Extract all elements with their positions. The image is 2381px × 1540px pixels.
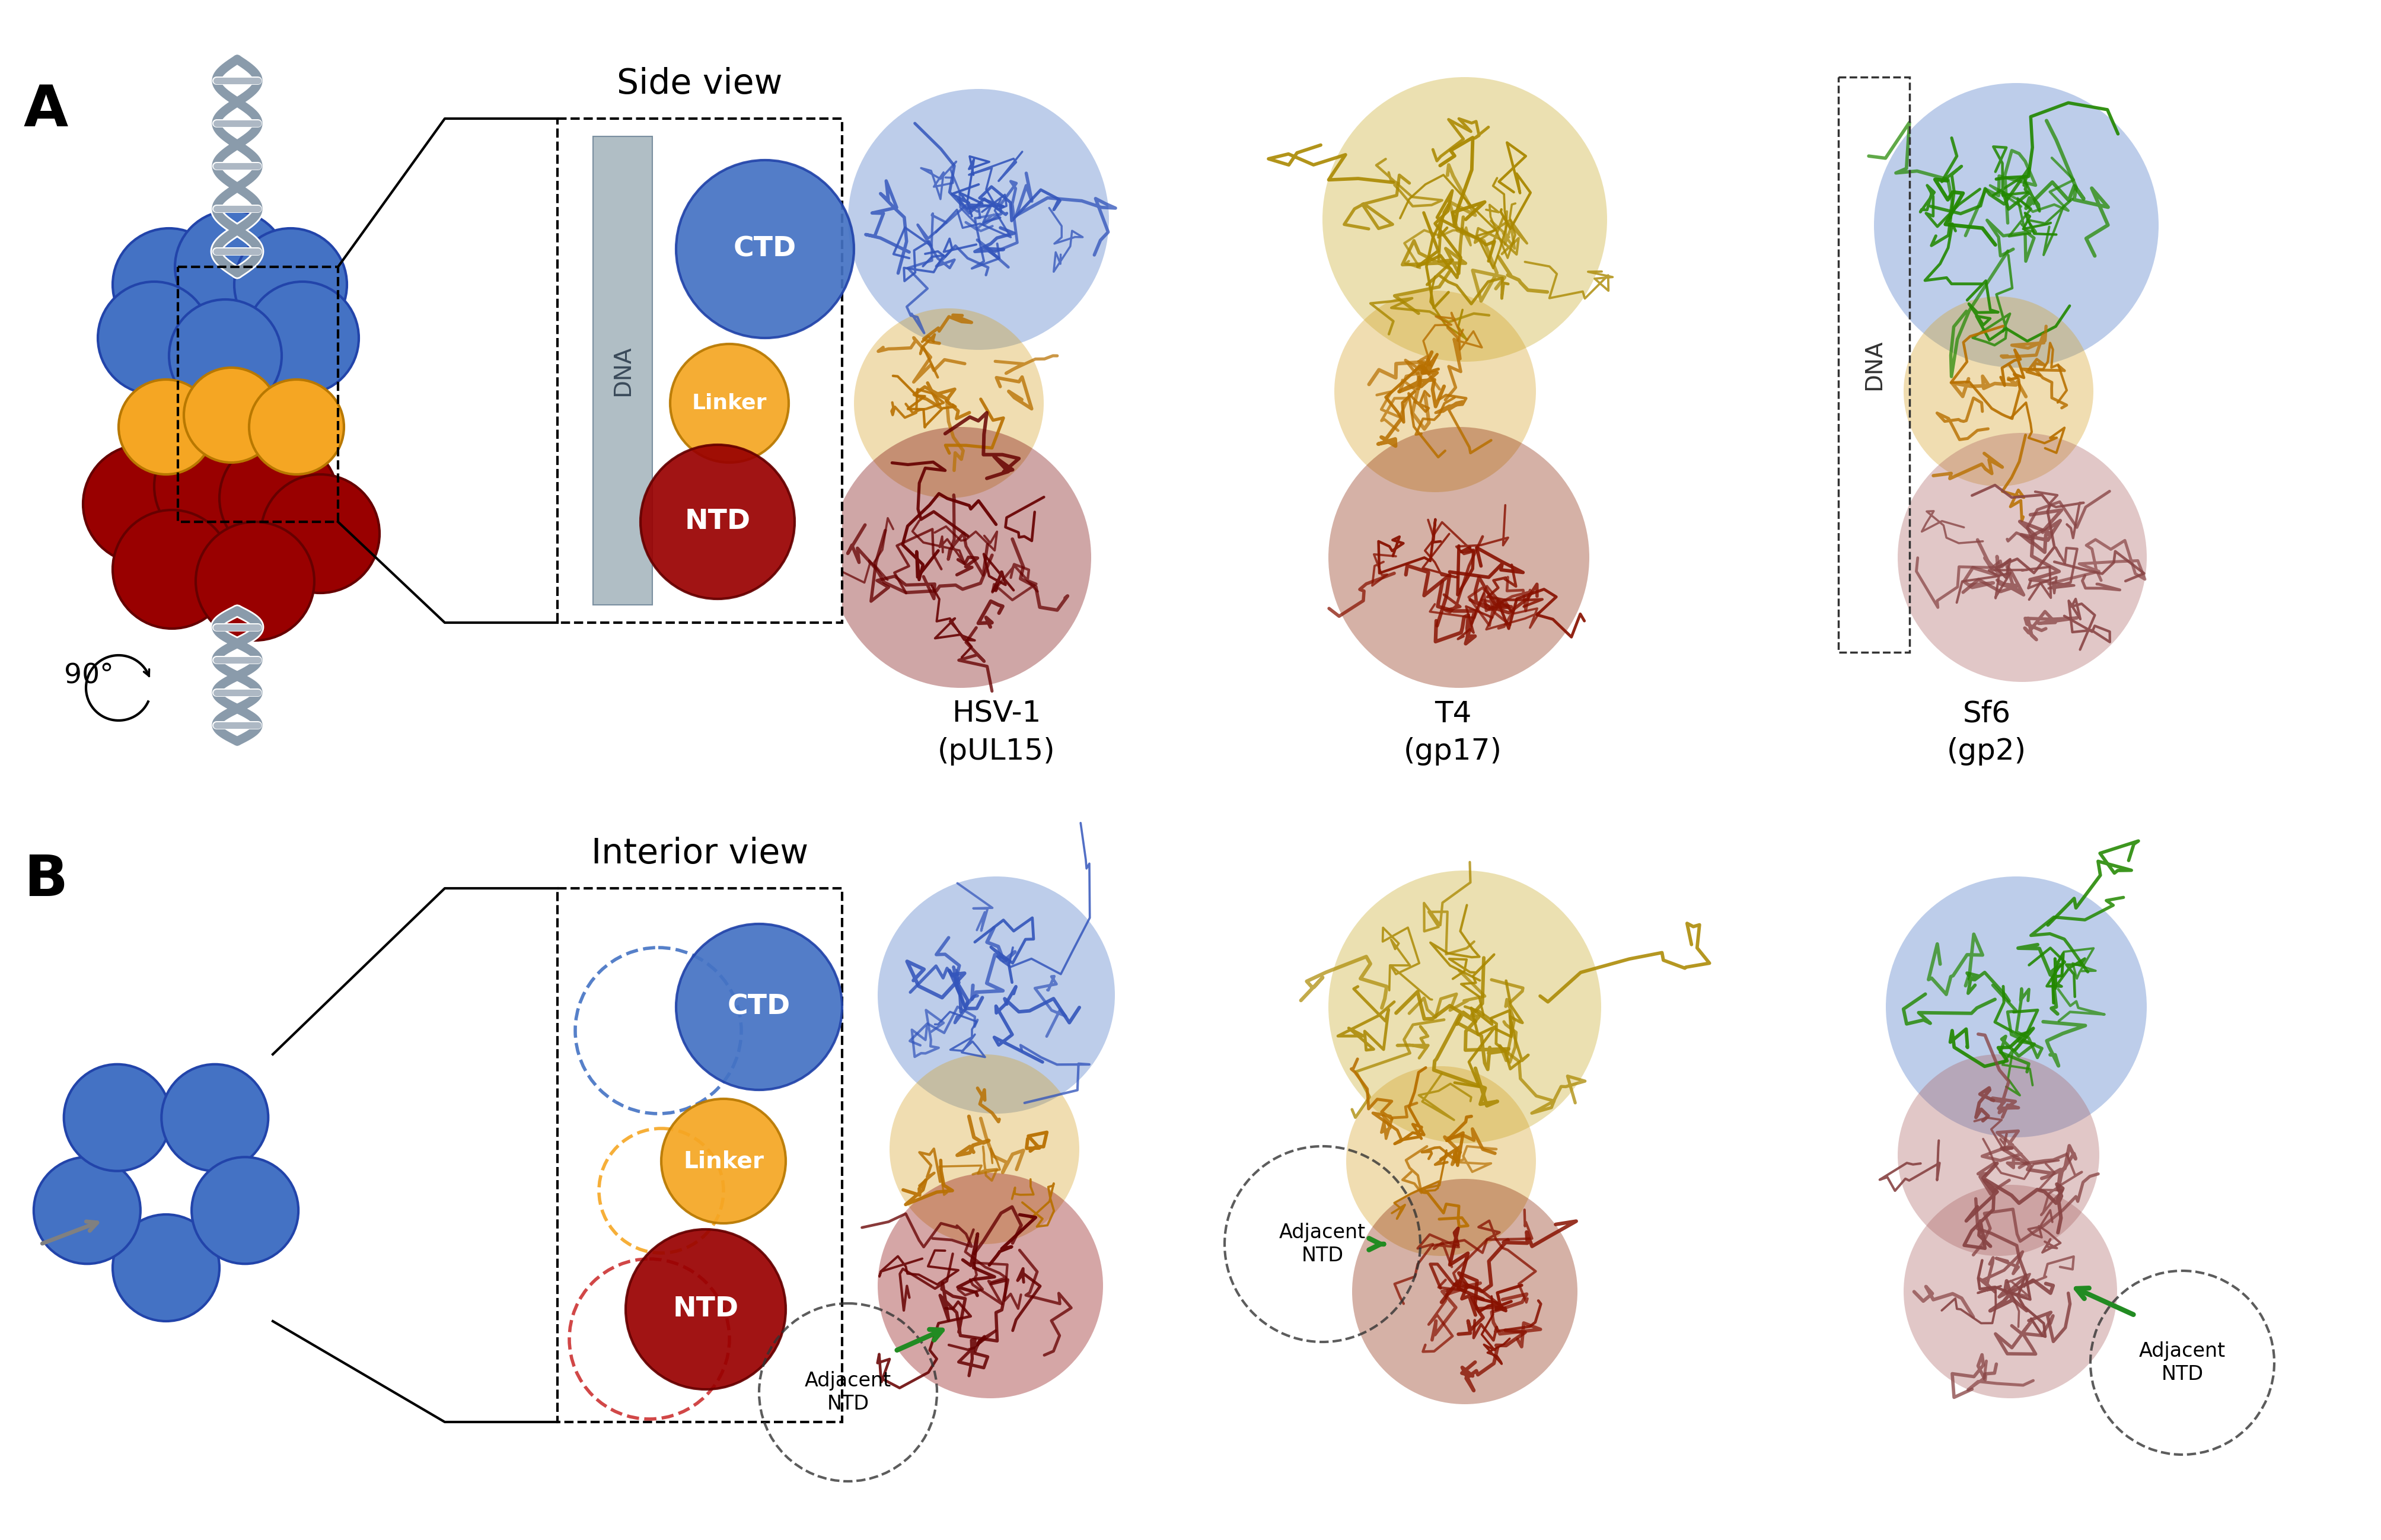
Circle shape — [1886, 876, 2145, 1138]
Circle shape — [879, 1173, 1102, 1398]
Text: T4
(gp17): T4 (gp17) — [1402, 699, 1502, 765]
Circle shape — [112, 228, 226, 340]
Bar — [557, 889, 843, 1421]
Text: Linker: Linker — [693, 393, 767, 413]
Circle shape — [119, 379, 214, 474]
Circle shape — [1345, 1066, 1536, 1257]
Circle shape — [626, 1229, 786, 1389]
Text: HSV-1
(pUL15): HSV-1 (pUL15) — [938, 699, 1055, 765]
Circle shape — [98, 282, 210, 394]
Circle shape — [83, 445, 202, 564]
Circle shape — [1898, 1055, 2098, 1257]
Bar — [179, 266, 338, 522]
Bar — [593, 137, 652, 605]
Circle shape — [112, 510, 231, 628]
Circle shape — [250, 379, 343, 474]
Circle shape — [174, 211, 288, 323]
Circle shape — [190, 1157, 298, 1264]
Circle shape — [33, 1157, 140, 1264]
Circle shape — [890, 1055, 1079, 1244]
Bar — [557, 119, 843, 622]
Circle shape — [848, 89, 1110, 350]
Text: NTD: NTD — [671, 1297, 738, 1323]
Circle shape — [640, 445, 795, 599]
Circle shape — [183, 368, 279, 462]
Circle shape — [1321, 77, 1607, 362]
Circle shape — [155, 427, 274, 545]
Circle shape — [1902, 1184, 2117, 1398]
Circle shape — [1352, 1178, 1576, 1404]
Text: A: A — [24, 83, 69, 139]
Text: Interior view: Interior view — [590, 836, 807, 870]
Circle shape — [1874, 83, 2157, 368]
Text: Adjacent
NTD: Adjacent NTD — [2138, 1341, 2226, 1384]
Circle shape — [662, 1100, 786, 1223]
Circle shape — [245, 282, 360, 394]
Circle shape — [1329, 870, 1600, 1143]
Circle shape — [855, 308, 1043, 497]
Circle shape — [1902, 297, 2093, 487]
Circle shape — [831, 427, 1090, 688]
Circle shape — [233, 228, 348, 340]
Text: 90°: 90° — [64, 662, 114, 690]
Text: Sf6
(gp2): Sf6 (gp2) — [1945, 699, 2026, 765]
Circle shape — [676, 160, 855, 337]
Text: Adjacent
NTD: Adjacent NTD — [1279, 1223, 1364, 1266]
Circle shape — [669, 343, 788, 462]
Circle shape — [1329, 427, 1588, 688]
Circle shape — [676, 924, 843, 1090]
Circle shape — [162, 1064, 269, 1170]
Circle shape — [1333, 291, 1536, 493]
Circle shape — [112, 1215, 219, 1321]
Bar — [1838, 77, 1910, 653]
Text: Linker: Linker — [683, 1150, 764, 1172]
Text: CTD: CTD — [726, 993, 790, 1019]
Circle shape — [879, 876, 1114, 1113]
Circle shape — [1898, 433, 2145, 682]
Text: DNA: DNA — [612, 345, 633, 396]
Circle shape — [195, 522, 314, 641]
Text: Side view: Side view — [617, 68, 783, 100]
Text: B: B — [24, 853, 67, 909]
Text: Adjacent
NTD: Adjacent NTD — [805, 1371, 890, 1414]
Circle shape — [219, 439, 338, 557]
Text: NTD: NTD — [683, 508, 750, 536]
Text: CTD: CTD — [733, 236, 795, 262]
Circle shape — [262, 474, 379, 593]
Circle shape — [169, 299, 281, 413]
Text: DNA: DNA — [1862, 339, 1886, 390]
Circle shape — [64, 1064, 171, 1170]
